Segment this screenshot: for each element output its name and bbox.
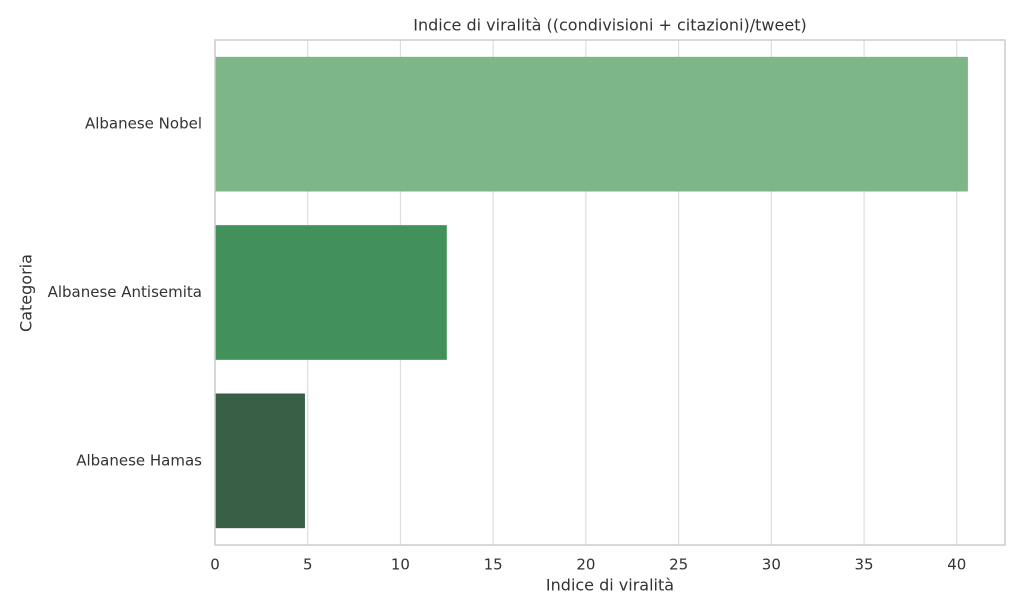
x-tick-label: 35 <box>855 556 874 574</box>
y-tick-label: Albanese Antisemita <box>48 283 202 301</box>
bar <box>215 393 305 529</box>
bar <box>215 225 447 360</box>
x-axis-label: Indice di viralità <box>546 576 674 595</box>
y-tick-label: Albanese Hamas <box>76 451 202 469</box>
x-tick-label: 15 <box>484 556 503 574</box>
x-tick-label: 5 <box>303 556 313 574</box>
x-tick-label: 30 <box>762 556 781 574</box>
y-tick-label: Albanese Nobel <box>85 115 202 133</box>
x-tick-label: 0 <box>210 556 220 574</box>
plot-frame <box>214 39 1006 546</box>
x-tick-label: 20 <box>576 556 595 574</box>
bar <box>215 56 968 192</box>
y-axis-label: Categoria <box>17 254 36 332</box>
chart-title: Indice di viralità ((condivisioni + cita… <box>413 16 806 35</box>
x-tick-label: 10 <box>391 556 410 574</box>
x-tick-label: 40 <box>947 556 966 574</box>
x-tick-label: 25 <box>669 556 688 574</box>
